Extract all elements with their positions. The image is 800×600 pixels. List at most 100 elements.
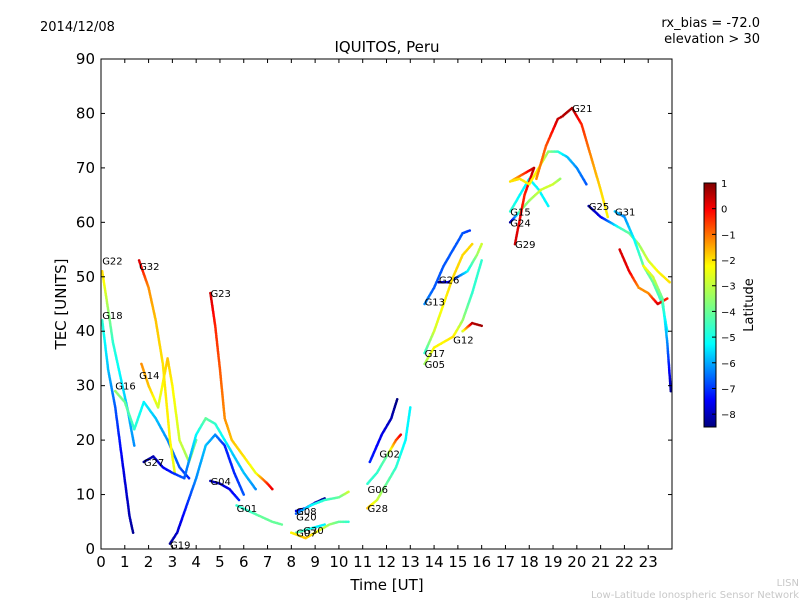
y-tick-label: 90 <box>76 50 95 68</box>
y-tick-label: 50 <box>76 268 95 286</box>
data-point <box>347 520 350 524</box>
series-g18 <box>100 319 135 534</box>
series-label-g06: G06 <box>367 485 387 496</box>
x-tick-label: 8 <box>287 553 297 571</box>
x-tick-label: 18 <box>520 553 539 571</box>
series-g20 <box>294 490 350 515</box>
data-point <box>131 531 135 534</box>
x-axis: 0 1 2 3 4 5 6 7 8 9 10 11 12 13 14 15 16 17 18 19 20 21 22 23 <box>96 59 658 571</box>
data-point <box>242 493 246 496</box>
series-label-g16: G16 <box>115 382 135 393</box>
series-g07 <box>294 523 326 534</box>
data-point <box>399 433 403 436</box>
series-label-g02: G02 <box>379 450 399 461</box>
series-label-g30: G30 <box>303 526 323 537</box>
x-tick-label: 22 <box>615 553 634 571</box>
series-label-g17: G17 <box>425 349 445 360</box>
colorbar-tick-label: 0 <box>721 205 727 216</box>
series-g30 <box>290 520 350 540</box>
x-tick-label: 2 <box>144 553 154 571</box>
x-tick-label: 12 <box>377 553 396 571</box>
colorbar <box>703 182 717 428</box>
x-tick-label: 10 <box>329 553 348 571</box>
data-point <box>480 324 483 328</box>
x-tick-label: 23 <box>639 553 658 571</box>
x-tick-label: 6 <box>239 553 249 571</box>
series-label-g28: G28 <box>367 504 387 515</box>
data-point <box>347 490 350 494</box>
series-label-g13: G13 <box>425 297 445 308</box>
y-tick-label: 20 <box>76 431 95 449</box>
x-tick-label: 15 <box>448 553 467 571</box>
plot-area <box>100 106 673 545</box>
series-g14 <box>140 357 198 464</box>
x-tick-label: 3 <box>168 553 178 571</box>
colorbar-label: Latitude <box>742 278 757 332</box>
data-point <box>323 523 326 526</box>
series-g12 <box>461 321 483 333</box>
x-tick-label: 17 <box>496 553 515 571</box>
series-g31 <box>613 210 669 333</box>
series-label-g07: G07 <box>296 529 316 540</box>
series-label-g04: G04 <box>210 477 230 488</box>
series-g25 <box>587 204 671 284</box>
colorbar-tick-label: 1 <box>721 179 727 190</box>
x-tick-label: 0 <box>96 553 106 571</box>
series-label-g14: G14 <box>139 371 159 382</box>
elevation-label: elevation > 30 <box>664 32 760 47</box>
series-label-g19: G19 <box>170 541 190 552</box>
colorbar-tick-label: −2 <box>721 256 736 267</box>
series-g13 <box>423 229 472 306</box>
series-label-g18: G18 <box>102 311 122 322</box>
data-point <box>280 523 284 526</box>
series-g04 <box>209 479 241 502</box>
data-point <box>470 242 474 246</box>
colorbar-tick-label: −5 <box>721 333 736 344</box>
rx-bias-label: rx_bias = -72.0 <box>661 16 760 31</box>
series-label-g25: G25 <box>589 202 609 213</box>
series-label-g08: G08 <box>296 507 316 518</box>
x-tick-label: 21 <box>591 553 610 571</box>
data-point <box>546 204 550 208</box>
y-axis-label: TEC [UNITS] <box>52 259 70 351</box>
y-tick-label: 30 <box>76 377 95 395</box>
y-tick-label: 0 <box>85 540 95 558</box>
x-axis-label: Time [UT] <box>349 576 423 594</box>
series-label-g29: G29 <box>515 240 535 251</box>
series-label-g15: G15 <box>510 207 530 218</box>
series-label-g05: G05 <box>425 360 445 371</box>
x-tick-label: 19 <box>543 553 562 571</box>
y-tick-label: 10 <box>76 486 95 504</box>
series-g27 <box>142 417 257 491</box>
series-g01 <box>235 504 284 526</box>
series-label-g21: G21 <box>572 104 592 115</box>
series-label-g32: G32 <box>139 262 159 273</box>
data-point <box>668 280 671 284</box>
x-tick-label: 13 <box>401 553 420 571</box>
series-label-g01: G01 <box>237 504 257 515</box>
y-tick-label: 40 <box>76 322 95 340</box>
watermark-network: Low-Latitude Ionospheric Sensor Network <box>591 590 799 600</box>
data-point <box>254 487 257 491</box>
data-point <box>408 406 412 409</box>
series-g15 <box>508 177 550 213</box>
chart-title: IQUITOS, Peru <box>334 38 439 56</box>
x-tick-label: 11 <box>353 553 372 571</box>
x-tick-label: 5 <box>215 553 225 571</box>
y-tick-label: 70 <box>76 159 95 177</box>
data-point <box>237 498 241 502</box>
series-g02 <box>368 397 399 464</box>
x-tick-label: 7 <box>263 553 273 571</box>
series-g31b <box>618 248 669 306</box>
series-g21 <box>535 106 610 219</box>
data-point <box>585 182 588 186</box>
x-tick-label: 20 <box>567 553 586 571</box>
series-label-g26: G26 <box>439 276 459 287</box>
series-g06 <box>366 433 403 486</box>
y-tick-label: 60 <box>76 213 95 231</box>
y-tick-label: 80 <box>76 104 95 122</box>
series-g28 <box>366 406 412 510</box>
series-g29 <box>508 150 588 246</box>
